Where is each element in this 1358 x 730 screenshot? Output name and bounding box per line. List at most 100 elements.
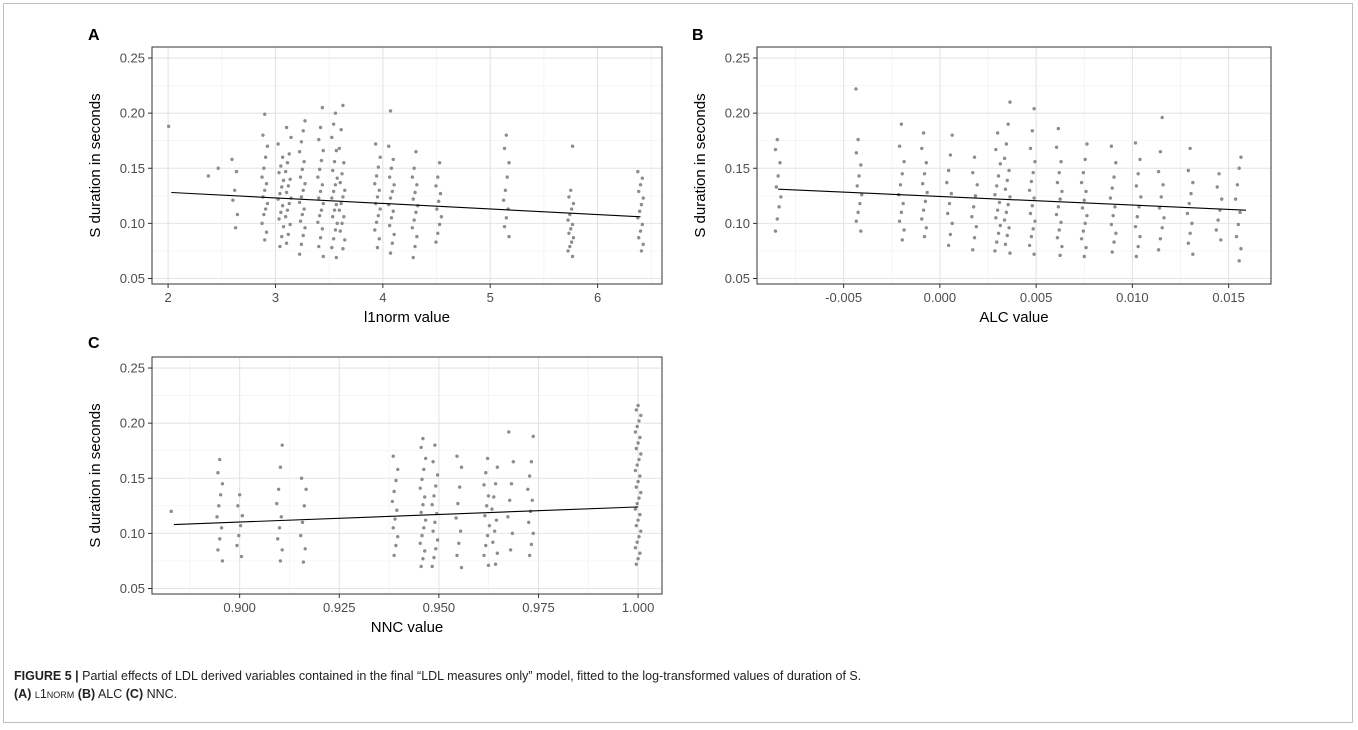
data-point-b bbox=[776, 174, 780, 178]
data-point-b bbox=[922, 172, 927, 176]
data-point-b bbox=[1186, 168, 1191, 173]
data-point-c bbox=[302, 504, 307, 508]
data-point-b bbox=[1033, 159, 1037, 164]
x-tick-label-c: 0.900 bbox=[223, 600, 256, 615]
data-point-b bbox=[1234, 234, 1239, 239]
data-point-c bbox=[391, 454, 395, 458]
data-point-a bbox=[233, 226, 238, 230]
data-point-b bbox=[1239, 247, 1243, 251]
data-point-b bbox=[858, 201, 862, 206]
data-point-a bbox=[570, 254, 575, 259]
data-point-c bbox=[219, 526, 224, 530]
x-tick-label-a: 4 bbox=[379, 290, 386, 305]
data-point-a bbox=[341, 247, 345, 251]
data-point-c bbox=[639, 452, 643, 456]
data-point-a bbox=[343, 188, 347, 193]
x-tick-label-a: 2 bbox=[164, 290, 171, 305]
data-point-c bbox=[396, 467, 400, 472]
data-point-a bbox=[335, 221, 339, 226]
data-point-c bbox=[459, 465, 464, 469]
data-point-b bbox=[899, 210, 904, 215]
data-point-a bbox=[571, 236, 576, 240]
data-point-a bbox=[280, 204, 285, 208]
data-point-a bbox=[277, 170, 281, 175]
data-point-b bbox=[1027, 188, 1032, 193]
data-point-a bbox=[641, 196, 645, 200]
x-tick-label-a: 5 bbox=[487, 290, 494, 305]
x-tick-label-c: 0.975 bbox=[522, 600, 555, 615]
data-point-c bbox=[639, 490, 643, 495]
data-point-b bbox=[1057, 170, 1061, 175]
data-point-a bbox=[334, 148, 339, 153]
data-point-b bbox=[1008, 195, 1012, 199]
data-point-b bbox=[1054, 145, 1059, 150]
data-point-b bbox=[1084, 189, 1088, 194]
data-point-c bbox=[490, 507, 494, 511]
data-point-b bbox=[1028, 211, 1033, 216]
y-tick-label-a: 0.20 bbox=[120, 106, 145, 121]
data-point-c bbox=[422, 526, 426, 530]
y-axis-title-b: S duration in seconds bbox=[692, 93, 709, 237]
data-point-a bbox=[264, 181, 269, 186]
data-point-a bbox=[263, 188, 267, 193]
data-point-a bbox=[569, 240, 574, 244]
data-point-a bbox=[414, 210, 418, 215]
data-point-a bbox=[331, 215, 335, 219]
data-point-c bbox=[430, 503, 434, 507]
data-point-b bbox=[859, 229, 863, 233]
data-point-b bbox=[777, 205, 781, 209]
data-point-b bbox=[1002, 156, 1007, 161]
data-point-a bbox=[376, 213, 381, 218]
data-point-c bbox=[526, 487, 530, 491]
data-point-b bbox=[1055, 180, 1060, 185]
data-point-b bbox=[1030, 129, 1034, 133]
data-point-b bbox=[1160, 115, 1164, 120]
data-point-a bbox=[637, 236, 641, 240]
data-point-a bbox=[415, 234, 419, 239]
data-point-a bbox=[388, 196, 393, 200]
data-point-a bbox=[376, 165, 381, 169]
data-point-a bbox=[261, 133, 265, 137]
data-point-c bbox=[423, 495, 427, 499]
data-point-a bbox=[342, 161, 346, 165]
data-point-b bbox=[855, 184, 859, 188]
data-point-b bbox=[925, 190, 929, 195]
data-point-c bbox=[418, 541, 422, 545]
data-point-b bbox=[1112, 175, 1116, 179]
data-point-c bbox=[529, 542, 534, 547]
data-point-b bbox=[1215, 185, 1219, 189]
data-point-a bbox=[338, 229, 342, 233]
data-point-a bbox=[340, 172, 344, 176]
data-point-a bbox=[287, 152, 291, 156]
data-point-b bbox=[900, 172, 904, 176]
data-point-c bbox=[275, 501, 279, 506]
data-point-b bbox=[924, 226, 928, 230]
data-point-a bbox=[374, 220, 379, 224]
data-point-a bbox=[317, 244, 321, 249]
data-point-a bbox=[333, 183, 338, 187]
data-point-c bbox=[458, 529, 463, 533]
data-point-b bbox=[1004, 142, 1009, 146]
caption-name-a: l1norm bbox=[34, 687, 75, 701]
data-point-c bbox=[482, 553, 486, 558]
data-point-c bbox=[637, 419, 641, 423]
y-tick-label-c: 0.20 bbox=[120, 416, 145, 431]
data-point-a bbox=[566, 249, 570, 253]
data-point-a bbox=[638, 229, 643, 233]
data-point-a bbox=[303, 226, 307, 230]
data-point-c bbox=[634, 523, 638, 528]
data-point-b bbox=[854, 87, 858, 91]
data-point-a bbox=[387, 175, 392, 179]
data-point-b bbox=[1233, 197, 1238, 201]
figure-caption: FIGURE 5 | Partial effects of LDL derive… bbox=[14, 667, 1334, 703]
data-point-b bbox=[860, 193, 864, 197]
data-point-c bbox=[235, 543, 239, 548]
data-point-a bbox=[436, 175, 440, 179]
data-point-c bbox=[432, 494, 436, 498]
data-point-b bbox=[1060, 189, 1064, 194]
data-point-b bbox=[1188, 146, 1192, 151]
data-point-c bbox=[392, 489, 396, 494]
data-point-b bbox=[1056, 126, 1061, 131]
data-point-a bbox=[285, 208, 290, 212]
data-point-a bbox=[302, 207, 306, 211]
